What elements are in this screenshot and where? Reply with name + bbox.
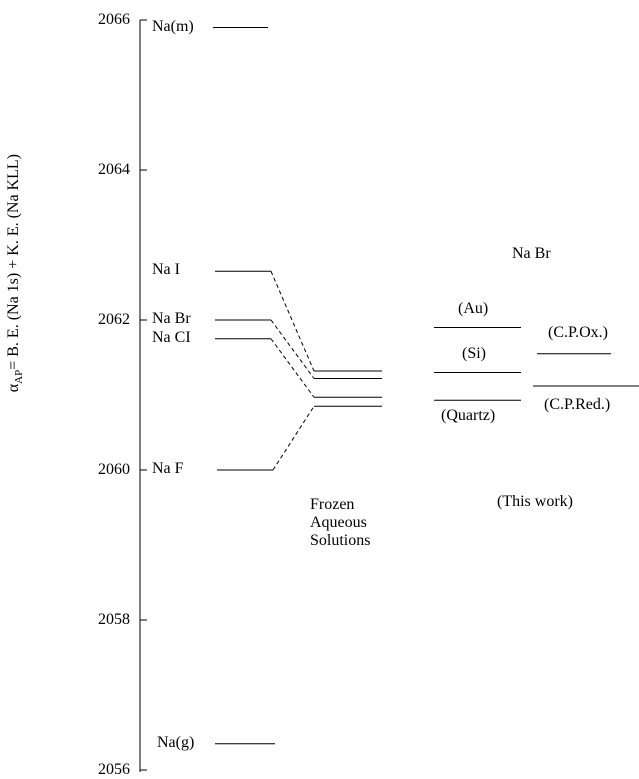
y-axis-ticks [140,19,147,771]
salt-label-0: Na(m) [152,17,194,35]
frozen-label-line-3: Solutions [310,532,371,549]
salt-label-3: Na CI [152,328,191,346]
cp-label-1: (C.P.Red.) [544,396,611,413]
substrate-label-1: (Si) [462,344,486,362]
y-tick-label-2064: 2064 [98,161,130,178]
this-work-title: Na Br [512,245,551,262]
salt-label-1: Na I [152,261,180,279]
salt-label-4: Na F [152,460,184,477]
y-tick-label-2056: 2056 [98,761,130,778]
this-work-caption: (This work) [497,493,573,510]
y-tick-label-2060: 2060 [98,461,130,478]
cp-label-0: (C.P.Ox.) [548,323,609,341]
y-axis-label: αAP= B. E. (Na 1s) + K. E. (Na KLL) [4,153,26,393]
substrate-label-0: (Au) [458,299,489,317]
substrate-label-2: (Quartz) [441,407,496,425]
dashed-connectors [270,271,315,471]
energy-levels [213,27,639,745]
connector-2 [270,338,315,398]
y-tick-label-2066: 2066 [98,11,130,28]
frozen-label-line-2: Aqueous [310,514,367,531]
connector-3 [272,405,315,471]
frozen-solutions-label: Frozen Aqueous Solutions [310,496,370,550]
salt-label-2: Na Br [152,310,191,327]
frozen-label-line-1: Frozen [310,496,355,513]
salt-label-5: Na(g) [157,733,195,751]
y-tick-label-2062: 2062 [98,311,130,328]
connector-0 [270,271,315,372]
connector-1 [270,319,315,379]
y-tick-label-2058: 2058 [98,611,130,628]
